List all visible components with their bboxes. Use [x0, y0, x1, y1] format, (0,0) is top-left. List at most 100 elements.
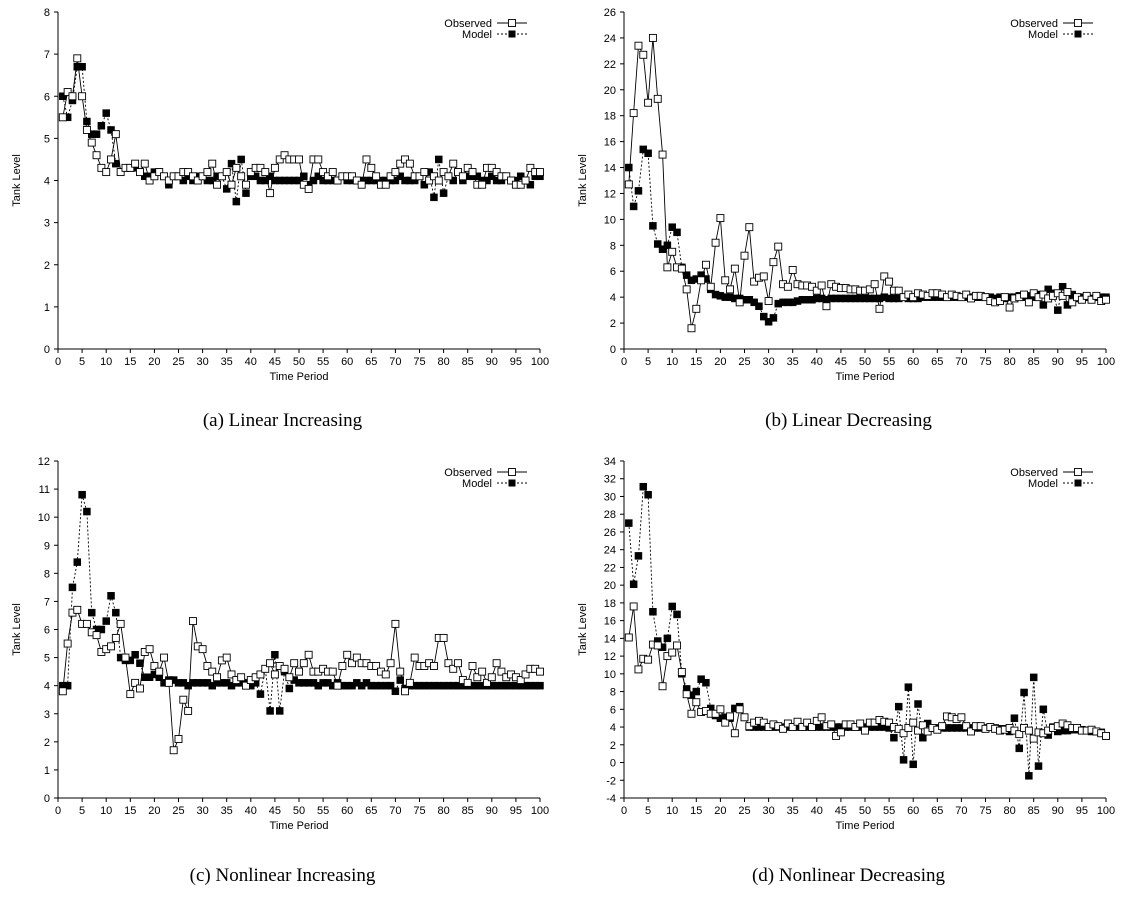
x-tick-label: 80 — [1003, 805, 1015, 817]
model-point — [131, 651, 139, 659]
observed-point — [328, 667, 337, 676]
observed-point — [875, 304, 884, 313]
observed-point — [1015, 730, 1024, 739]
observed-point — [299, 659, 308, 668]
x-tick-label: 35 — [221, 356, 233, 368]
legend-marker — [508, 479, 516, 487]
y-tick-label: 4 — [610, 292, 616, 304]
y-tick-label: 20 — [604, 85, 616, 97]
observed-point — [439, 633, 448, 642]
model-point — [649, 222, 657, 230]
x-tick-label: 0 — [621, 805, 627, 817]
model-point — [653, 240, 662, 248]
observed-point — [189, 617, 197, 626]
observed-point — [793, 717, 802, 726]
series-observed — [624, 602, 1110, 743]
observed-point — [217, 172, 226, 181]
model-point — [391, 687, 400, 696]
observed-point — [1102, 295, 1110, 304]
observed-point — [304, 184, 313, 193]
observed-point — [1092, 291, 1101, 300]
model-point — [750, 298, 758, 307]
observed-point — [415, 172, 424, 181]
model-point — [526, 180, 535, 189]
y-tick-label: 6 — [44, 91, 50, 103]
observed-point — [726, 285, 734, 294]
observed-point — [1000, 293, 1009, 302]
model-point — [769, 314, 778, 322]
observed-point — [827, 720, 836, 729]
model-point — [102, 617, 110, 625]
model-point — [232, 197, 241, 206]
caption-b: (b) Linear Decreasing — [765, 410, 932, 431]
observed-point — [372, 172, 381, 181]
model-point — [890, 733, 898, 742]
x-tick-label: 80 — [1003, 356, 1015, 368]
model-point — [386, 681, 395, 690]
x-tick-label: 40 — [811, 805, 823, 817]
model-point — [107, 126, 115, 134]
observed-point — [352, 653, 361, 662]
observed-point — [439, 168, 448, 177]
observed-point — [444, 172, 453, 181]
observed-point — [348, 659, 356, 668]
observed-point — [169, 746, 178, 755]
observed-point — [131, 159, 140, 168]
observed-point — [812, 286, 821, 295]
model-point — [68, 583, 77, 592]
model-point — [83, 507, 91, 516]
x-tick-label: 15 — [124, 805, 136, 817]
legend-marker — [1074, 468, 1082, 476]
y-tick-label: 5 — [44, 133, 50, 145]
model-point — [261, 176, 270, 185]
model-point — [919, 733, 927, 742]
x-axis-label: Time Period — [836, 371, 895, 383]
x-tick-label: 40 — [245, 805, 257, 817]
observed-point — [135, 684, 144, 693]
observed-point — [285, 673, 294, 682]
observed-point — [164, 176, 173, 185]
model-point — [87, 608, 96, 617]
observed-point — [164, 678, 173, 687]
observed-point — [160, 653, 168, 662]
model-point — [625, 519, 633, 527]
x-tick-label: 70 — [955, 805, 967, 817]
observed-point — [140, 159, 149, 168]
legend-label: Model — [1028, 29, 1058, 41]
observed-point — [391, 619, 400, 628]
y-tick-label: 12 — [604, 651, 616, 663]
observed-point — [391, 168, 400, 177]
model-point — [59, 92, 67, 100]
model-point — [449, 176, 457, 185]
x-tick-label: 15 — [690, 356, 702, 368]
observed-point — [918, 721, 927, 730]
x-tick-label: 0 — [621, 356, 627, 368]
x-tick-label: 25 — [738, 805, 750, 817]
model-point — [420, 180, 429, 189]
x-tick-label: 20 — [148, 805, 160, 817]
observed-point — [150, 662, 159, 670]
y-tick-label: 30 — [604, 491, 616, 503]
legend-label: Observed — [1010, 467, 1058, 479]
observed-point — [227, 180, 236, 189]
observed-point — [333, 176, 342, 185]
legend-marker — [1074, 30, 1082, 38]
observed-point — [121, 653, 130, 662]
model-point — [275, 707, 284, 715]
observed-point — [817, 281, 826, 290]
model-point — [914, 700, 922, 708]
model-point — [702, 678, 710, 687]
series-line — [62, 494, 540, 711]
observed-point — [502, 172, 511, 181]
observed-point — [357, 180, 366, 189]
model-point — [256, 690, 265, 698]
observed-point — [145, 645, 154, 654]
legend-label: Model — [1028, 478, 1058, 490]
x-tick-label: 30 — [196, 805, 208, 817]
y-tick-label: 8 — [610, 240, 616, 252]
model-point — [295, 176, 303, 185]
x-tick-label: 55 — [883, 805, 895, 817]
x-tick-label: 5 — [645, 356, 651, 368]
observed-point — [232, 163, 241, 172]
observed-point — [63, 88, 72, 96]
